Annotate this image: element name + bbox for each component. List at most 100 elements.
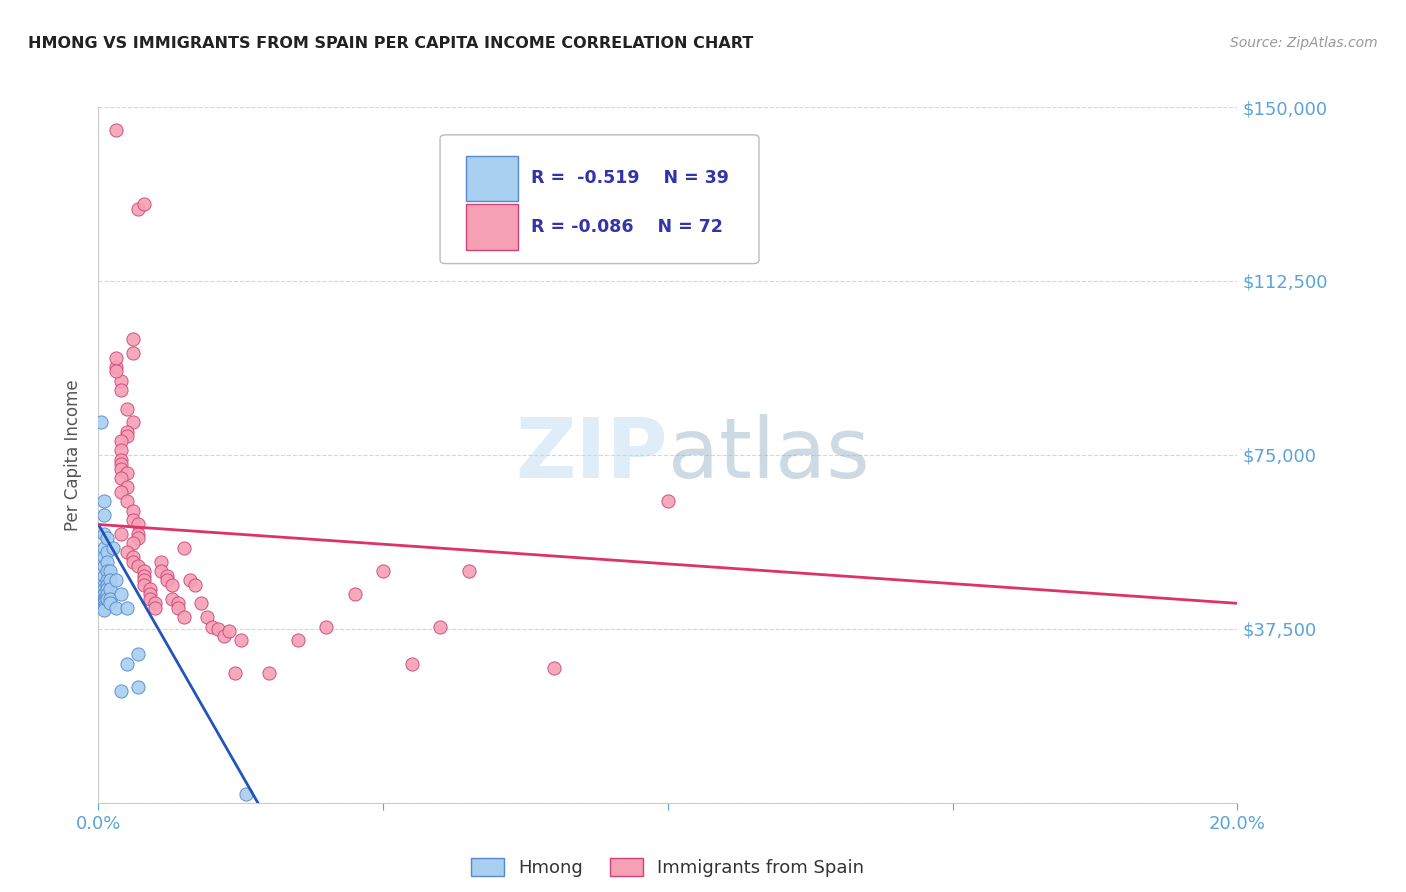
Point [110,526,132,541]
Point [93,603,115,617]
Point [93,578,115,592]
Point [132,578,155,592]
Point [121,549,143,564]
Point [121,503,143,517]
Point [98,564,121,578]
Point [115,480,138,494]
Point [93,559,115,574]
Point [93,508,115,523]
Point [657,494,679,508]
Point [115,494,138,508]
Point [110,471,132,485]
Point [104,123,127,137]
Point [207,622,229,636]
Point [145,596,167,610]
Point [96,582,118,597]
Point [96,564,118,578]
Point [110,462,132,476]
Point [121,513,143,527]
Point [179,573,201,587]
Point [115,429,138,443]
Point [156,573,179,587]
Point [167,596,190,610]
Point [121,536,143,550]
Point [373,564,395,578]
Point [173,541,195,555]
Point [96,532,118,546]
Point [104,359,127,374]
Point [229,633,252,648]
Point [132,568,155,582]
FancyBboxPatch shape [440,135,759,264]
FancyBboxPatch shape [467,156,517,201]
Point [190,596,212,610]
Point [93,568,115,582]
Text: R =  -0.519    N = 39: R = -0.519 N = 39 [531,169,730,187]
Point [287,633,309,648]
FancyBboxPatch shape [467,204,517,250]
Text: HMONG VS IMMIGRANTS FROM SPAIN PER CAPITA INCOME CORRELATION CHART: HMONG VS IMMIGRANTS FROM SPAIN PER CAPIT… [28,36,754,51]
Text: atlas: atlas [668,415,869,495]
Point [127,202,149,216]
Point [115,425,138,439]
Point [110,374,132,388]
Y-axis label: Per Capita Income: Per Capita Income [65,379,83,531]
Point [173,610,195,624]
Point [429,619,451,633]
Point [224,665,246,680]
Point [93,596,115,610]
Point [96,578,118,592]
Point [98,573,121,587]
Point [127,680,149,694]
Point [401,657,423,671]
Point [212,629,235,643]
Point [96,545,118,559]
Point [98,596,121,610]
Point [96,555,118,569]
Point [121,346,143,360]
Point [115,545,138,559]
Point [115,401,138,416]
Point [127,526,149,541]
Point [121,332,143,346]
Point [457,564,479,578]
Point [132,564,155,578]
Point [101,541,124,555]
Point [93,587,115,601]
Point [156,568,179,582]
Point [98,591,121,606]
Point [132,573,155,587]
Point [104,573,127,587]
Point [93,591,115,606]
Point [150,564,173,578]
Point [110,434,132,448]
Point [93,494,115,508]
Point [127,559,149,574]
Point [104,601,127,615]
Point [110,587,132,601]
Text: Source: ZipAtlas.com: Source: ZipAtlas.com [1230,36,1378,50]
Point [110,443,132,458]
Text: ZIP: ZIP [516,415,668,495]
Point [315,619,337,633]
Point [90,416,112,430]
Point [98,582,121,597]
Point [138,582,160,597]
Point [93,599,115,613]
Point [110,457,132,471]
Point [93,526,115,541]
Point [145,601,167,615]
Point [121,555,143,569]
Point [96,587,118,601]
Point [259,665,281,680]
Point [167,601,190,615]
Legend: Hmong, Immigrants from Spain: Hmong, Immigrants from Spain [464,851,872,884]
Point [150,555,173,569]
Point [162,591,184,606]
Point [235,787,257,801]
Point [127,648,149,662]
Point [127,517,149,532]
Point [110,485,132,500]
Point [218,624,240,639]
Text: R = -0.086    N = 72: R = -0.086 N = 72 [531,218,723,235]
